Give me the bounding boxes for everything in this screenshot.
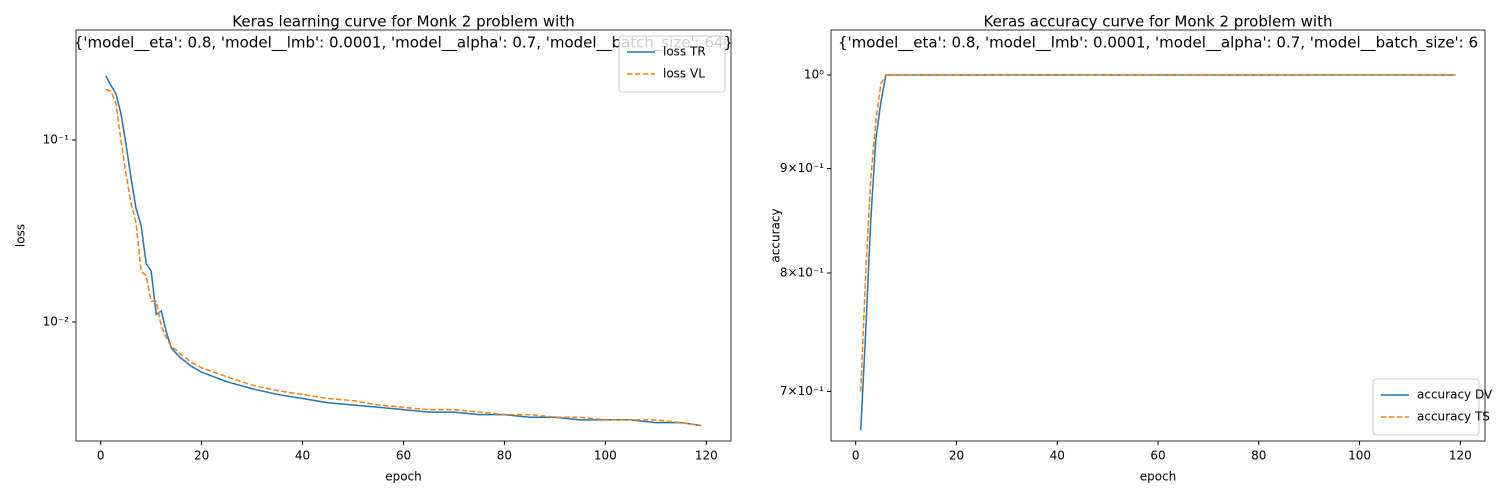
legend-label: loss TR [663,45,706,59]
x-tick-label: 80 [497,449,512,463]
x-axis-label: epoch [385,470,422,484]
x-tick-label: 100 [1348,449,1371,463]
chart-title: {'model__eta': 0.8, 'model__lmb': 0.0001… [74,34,733,53]
y-tick-label: 10⁻² [43,315,70,329]
chart-title: {'model__eta': 0.8, 'model__lmb': 0.0001… [838,34,1478,53]
legend-label: loss VL [663,67,705,81]
chart-title: Keras accuracy curve for Monk 2 problem … [984,13,1333,31]
y-tick-label: 8×10⁻¹ [780,265,824,279]
legend-label: accuracy DV [1417,388,1493,402]
x-tick-label: 40 [1050,449,1065,463]
x-tick-label: 40 [295,449,310,463]
x-tick-label: 120 [695,449,718,463]
x-axis-label: epoch [1140,470,1177,484]
x-tick-label: 120 [1449,449,1472,463]
x-tick-label: 0 [97,449,105,463]
x-tick-label: 60 [1150,449,1165,463]
series-line [859,74,1456,392]
legend-box [618,35,726,93]
y-axis-label: accuracy [769,208,783,262]
axes: Keras accuracy curve for Monk 2 problem … [769,13,1493,484]
plot-frame [75,29,732,442]
plot-frame [830,29,1486,442]
legend-box [1372,378,1480,436]
y-axis-label: loss [14,224,28,247]
axes: Keras learning curve for Monk 2 problem … [14,13,734,484]
legend: loss TR loss VL [618,35,726,93]
x-tick-label: 20 [194,449,209,463]
y-tick-label: 7×10⁻¹ [780,384,824,398]
legend: accuracy DV accuracy TS [1372,378,1493,436]
x-tick-label: 60 [396,449,411,463]
y-tick-label: 10⁻¹ [43,132,70,146]
series-line [105,88,702,427]
series-line [105,75,702,427]
x-tick-label: 0 [852,449,860,463]
y-tick-label: 9×10⁻¹ [780,161,824,175]
legend-label: accuracy TS [1417,410,1490,424]
x-tick-label: 100 [594,449,617,463]
x-tick-label: 80 [1251,449,1266,463]
series-line [859,74,1456,431]
x-tick-label: 20 [949,449,964,463]
y-tick-label: 10⁰ [804,67,824,81]
chart-title: Keras learning curve for Monk 2 problem … [232,13,574,31]
